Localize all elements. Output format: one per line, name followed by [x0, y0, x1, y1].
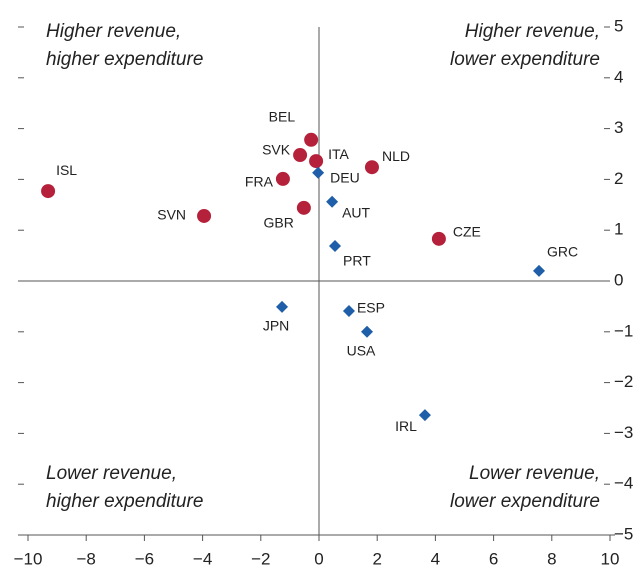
point — [309, 154, 324, 169]
point — [532, 264, 545, 277]
quadrant-note: Higher revenue, — [46, 21, 181, 42]
y-tick-label: 3 — [614, 118, 623, 137]
point-label: FRA — [245, 174, 274, 190]
point — [364, 160, 379, 175]
x-tick-label: −8 — [77, 549, 96, 568]
point — [342, 304, 355, 317]
y-tick-label: 0 — [614, 270, 623, 289]
point — [304, 132, 319, 147]
point-label: ITA — [328, 146, 349, 162]
y-tick-label: −3 — [614, 423, 633, 442]
point — [312, 166, 325, 179]
point — [197, 208, 212, 223]
x-tick-label: 10 — [601, 549, 620, 568]
point-label: DEU — [330, 169, 360, 185]
y-tick-label: −5 — [614, 524, 633, 543]
y-tick-label: −4 — [614, 474, 633, 493]
x-tick-label: −4 — [193, 549, 212, 568]
x-tick-label: −10 — [14, 549, 43, 568]
x-tick-label: 2 — [372, 549, 381, 568]
point-label: USA — [347, 343, 376, 359]
x-tick-label: −6 — [135, 549, 154, 568]
point — [276, 300, 289, 313]
quadrant-note: higher expenditure — [46, 49, 203, 70]
point-label: NLD — [382, 148, 410, 164]
point-label: SVK — [262, 142, 291, 158]
point — [41, 184, 56, 199]
point-label: PRT — [343, 253, 371, 269]
x-tick-label: 6 — [489, 549, 498, 568]
point — [293, 148, 308, 163]
point — [326, 195, 339, 208]
x-tick-label: −2 — [251, 549, 270, 568]
quadrant-note: lower expenditure — [450, 49, 600, 70]
quadrant-note: higher expenditure — [46, 491, 203, 512]
y-tick-label: 5 — [614, 16, 623, 35]
point — [431, 231, 446, 246]
x-tick-label: 8 — [547, 549, 556, 568]
x-tick-label: 4 — [431, 549, 440, 568]
quadrant-note: Higher revenue, — [465, 21, 600, 42]
point-label: JPN — [263, 318, 289, 334]
point — [275, 171, 290, 186]
point — [418, 409, 431, 422]
point — [361, 325, 374, 338]
y-tick-label: −2 — [614, 372, 633, 391]
quadrant-note: Lower revenue, — [46, 463, 177, 484]
quadrant-note: lower expenditure — [450, 491, 600, 512]
point-label: SVN — [157, 207, 186, 223]
y-tick-label: −1 — [614, 321, 633, 340]
point-label: ESP — [357, 300, 385, 316]
point-label: GRC — [547, 244, 578, 260]
point-label: ISL — [56, 162, 77, 178]
point — [296, 200, 311, 215]
point-label: IRL — [395, 418, 417, 434]
y-tick-label: 1 — [614, 220, 623, 239]
point-label: GBR — [264, 215, 294, 231]
point-label: CZE — [453, 224, 481, 240]
x-tick-label: 0 — [314, 549, 323, 568]
point — [329, 239, 342, 252]
y-tick-label: 2 — [614, 169, 623, 188]
point-label: BEL — [269, 108, 296, 124]
point-label: AUT — [342, 204, 370, 220]
quadrant-note: Lower revenue, — [469, 463, 600, 484]
y-tick-label: 4 — [614, 67, 623, 86]
